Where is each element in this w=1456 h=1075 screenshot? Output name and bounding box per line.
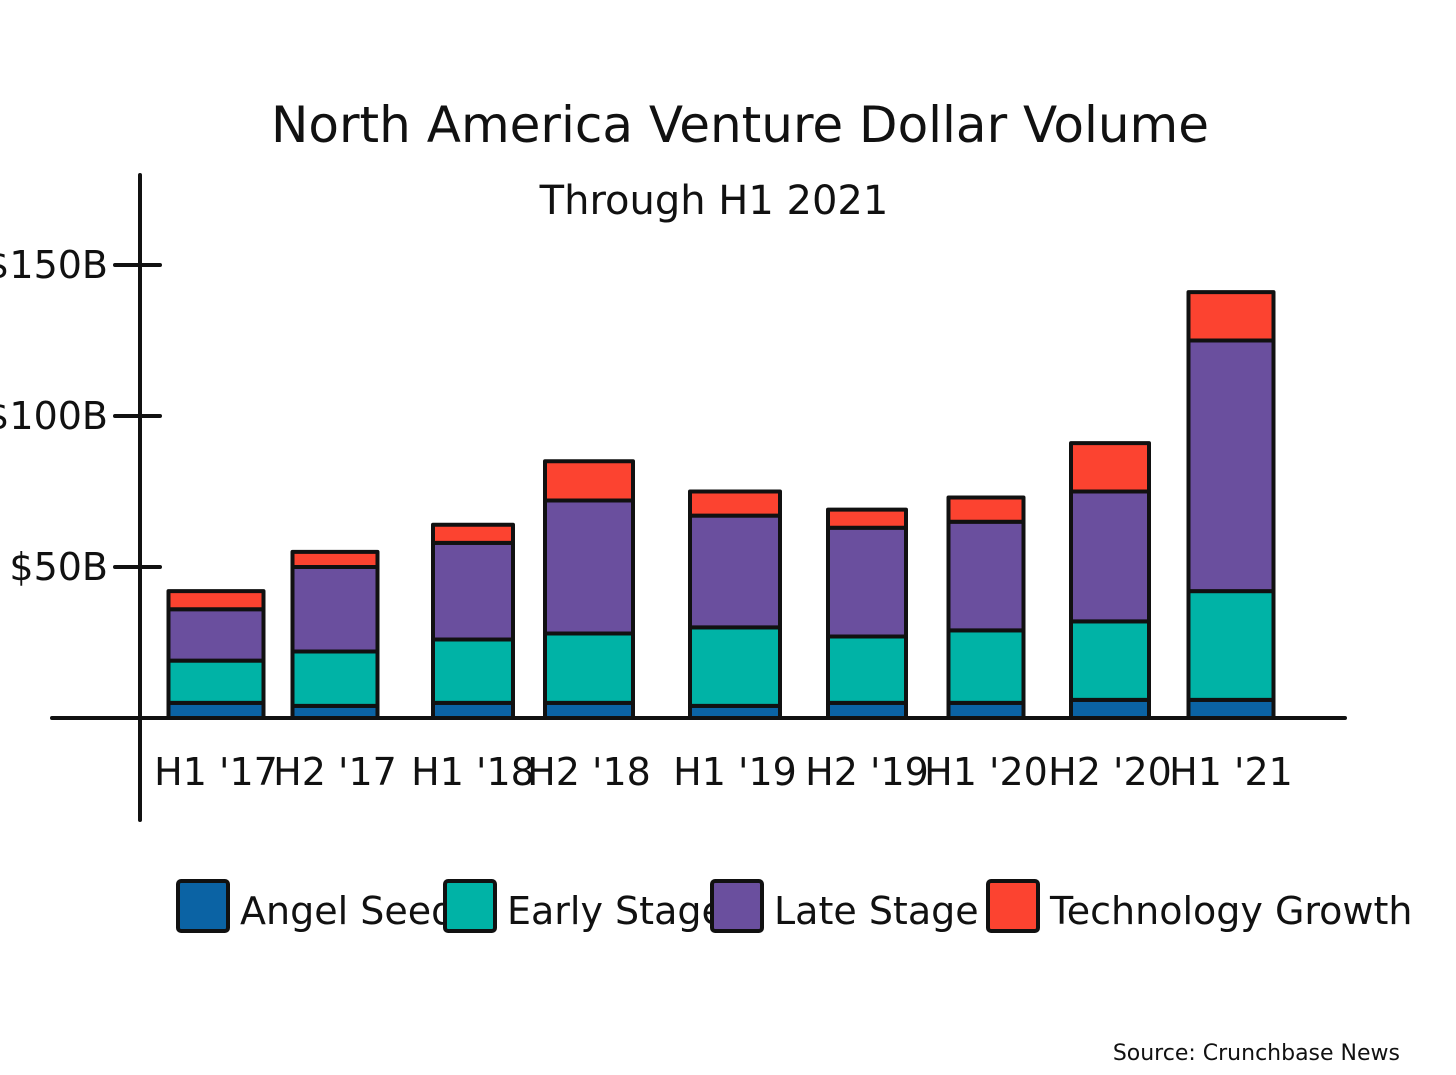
x-tick-label: H1 '20 xyxy=(924,750,1048,794)
legend-item: Angel Seed xyxy=(176,879,455,933)
bar-segment xyxy=(1186,338,1276,594)
bar-segment xyxy=(166,607,266,663)
bar-segment xyxy=(431,522,515,545)
legend-label: Technology Growth xyxy=(1049,889,1412,933)
legend-item: Late Stage xyxy=(710,879,979,933)
bar-segment xyxy=(688,489,782,518)
bar-segment xyxy=(946,628,1026,705)
bar-segment xyxy=(826,634,908,705)
bar-segment xyxy=(826,700,908,721)
bar-segment xyxy=(290,549,380,570)
bars-layer xyxy=(166,290,1276,721)
bar-segment xyxy=(543,498,635,636)
bar-segment xyxy=(290,649,380,708)
legend-swatch xyxy=(176,879,230,933)
y-tick-label: $50B xyxy=(9,545,108,589)
bar-segment xyxy=(431,540,515,642)
bar-segment xyxy=(688,625,782,708)
bar-segment xyxy=(946,519,1026,633)
bar-stack xyxy=(431,522,515,721)
legend-item: Technology Growth xyxy=(986,879,1412,933)
bar-segment xyxy=(946,495,1026,524)
bar-segment xyxy=(290,565,380,654)
bar-stack xyxy=(1069,441,1151,721)
legend-label: Early Stage xyxy=(507,889,725,933)
x-tick-label: H2 '19 xyxy=(805,750,929,794)
y-ticks-layer: $50B $100B $150B xyxy=(0,243,162,589)
bar-stack xyxy=(946,495,1026,721)
bar-stack xyxy=(826,507,908,721)
bar-segment xyxy=(431,700,515,721)
chart-subtitle: Through H1 2021 xyxy=(539,178,889,224)
legend-item: Early Stage xyxy=(443,879,725,933)
bar-stack xyxy=(166,589,266,721)
bar-segment xyxy=(826,525,908,639)
legend: Angel Seed Early Stage Late Stage Technolog… xyxy=(176,879,1412,933)
bar-segment xyxy=(543,631,635,705)
legend-swatch xyxy=(986,879,1040,933)
legend-label: Angel Seed xyxy=(240,889,455,933)
bar-segment xyxy=(826,507,908,530)
bar-stack xyxy=(290,549,380,720)
x-tick-label: H1 '17 xyxy=(154,750,278,794)
bar-segment xyxy=(946,700,1026,721)
bar-segment xyxy=(688,513,782,630)
bar-segment xyxy=(1069,489,1151,624)
x-tick-label: H2 '18 xyxy=(527,750,651,794)
bar-stack xyxy=(1186,290,1276,721)
bar-segment xyxy=(1069,619,1151,702)
x-tick-label: H2 '17 xyxy=(273,750,397,794)
y-tick-label: $150B xyxy=(0,243,108,287)
x-tick-label: H1 '18 xyxy=(411,750,535,794)
x-tick-label: H2 '20 xyxy=(1048,750,1172,794)
bar-segment xyxy=(1069,697,1151,721)
bar-segment xyxy=(1186,589,1276,702)
bar-segment xyxy=(543,459,635,503)
bar-segment xyxy=(166,589,266,612)
source-note: Source: Crunchbase News xyxy=(1113,1041,1400,1066)
bar-stack xyxy=(543,459,635,721)
bar-stack xyxy=(688,489,782,720)
bar-segment xyxy=(1186,697,1276,721)
bar-segment xyxy=(543,700,635,721)
bar-segment xyxy=(431,637,515,705)
legend-label: Late Stage xyxy=(774,889,979,933)
bar-segment xyxy=(1186,290,1276,343)
y-tick-label: $100B xyxy=(0,394,108,438)
x-tick-label: H1 '19 xyxy=(673,750,797,794)
legend-swatch xyxy=(710,879,764,933)
bar-segment xyxy=(166,658,266,705)
bar-segment xyxy=(166,700,266,721)
bar-segment xyxy=(1069,441,1151,494)
legend-swatch xyxy=(443,879,497,933)
chart-title: North America Venture Dollar Volume xyxy=(271,96,1209,154)
x-tick-label: H1 '21 xyxy=(1169,750,1293,794)
